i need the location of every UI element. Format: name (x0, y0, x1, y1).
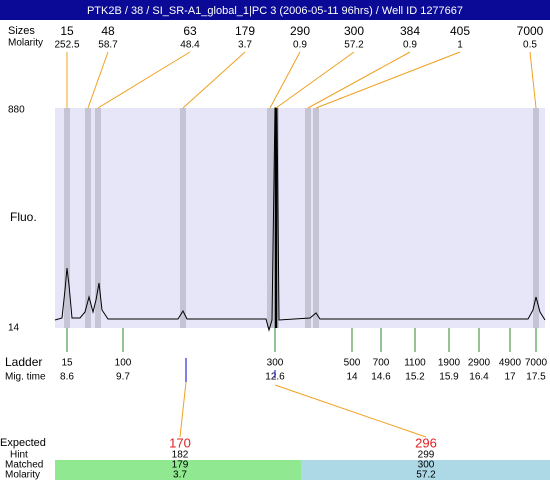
row-label: Mig. time (5, 372, 46, 383)
matched-value: 300 (418, 460, 435, 471)
row-label: Molarity (8, 38, 43, 49)
connector (315, 51, 461, 109)
peak-band (305, 108, 311, 328)
plot-area (55, 108, 545, 328)
peak-molarity: 0.9 (293, 40, 307, 51)
mig-time: 9.7 (116, 372, 130, 383)
peak-molarity: 252.5 (54, 40, 79, 51)
peak-molarity: 3.7 (238, 40, 252, 51)
y-axis-label: Fluo. (10, 210, 37, 224)
expected-value: 170 (169, 435, 191, 450)
peak-molarity: 57.2 (344, 40, 364, 51)
row-label: Expected (0, 437, 46, 449)
row-label: Matched (5, 460, 43, 471)
row-label: Ladder (5, 355, 42, 369)
y-bottom-label: 14 (8, 323, 20, 334)
peak-size: 405 (450, 24, 470, 38)
peak-size: 290 (290, 24, 310, 38)
ladder-size: 1100 (404, 358, 426, 369)
y-top-label: 880 (8, 105, 25, 116)
mig-time: 15.9 (439, 372, 459, 383)
peak-band (64, 108, 70, 328)
mig-time: 17.5 (526, 372, 546, 383)
peak-size: 179 (235, 24, 255, 38)
title: PTK2B / 38 / SI_SR-A1_global_1|PC 3 (200… (87, 5, 463, 17)
ladder-size: 100 (115, 358, 132, 369)
connector (87, 51, 109, 109)
connector (274, 384, 427, 438)
connector (307, 51, 411, 109)
ladder-size: 700 (373, 358, 390, 369)
row-label: Molarity (5, 470, 40, 480)
peak-size: 48 (101, 24, 115, 38)
ladder-size: 500 (344, 358, 361, 369)
mig-time: 15.2 (405, 372, 425, 383)
peak-band (533, 108, 539, 328)
peak-band (85, 108, 91, 328)
connector (179, 381, 187, 438)
expected-value: 296 (415, 435, 437, 450)
connector (97, 51, 191, 109)
connector (529, 51, 537, 109)
peak-size: 300 (344, 24, 364, 38)
peak-molarity: 58.7 (98, 40, 118, 51)
hint-value: 299 (418, 450, 435, 461)
mig-time: 14 (346, 372, 358, 383)
row-label: Hint (10, 450, 28, 461)
connector (182, 51, 246, 109)
ladder-size: 4900 (499, 358, 522, 369)
peak-band (267, 108, 273, 328)
hint-value: 182 (172, 450, 189, 461)
ladder-size: 7000 (525, 358, 548, 369)
peak-molarity: 1 (457, 40, 463, 51)
connector (269, 51, 301, 109)
mig-time: 8.6 (60, 372, 74, 383)
peak-molarity: 0.9 (403, 40, 417, 51)
peak-size: 384 (400, 24, 420, 38)
molarity-value: 3.7 (173, 470, 187, 480)
ladder-size: 15 (61, 358, 73, 369)
peak-band (313, 108, 319, 328)
matched-band (301, 460, 550, 480)
mig-time: 14.6 (371, 372, 391, 383)
mig-time: 16.4 (469, 372, 489, 383)
peak-band (180, 108, 186, 328)
ladder-size: 300 (267, 358, 284, 369)
peak-size: 7000 (517, 24, 544, 38)
molarity-value: 57.2 (416, 470, 436, 480)
connector (275, 51, 355, 109)
matched-band (55, 460, 301, 480)
peak-band (95, 108, 101, 328)
peak-molarity: 0.5 (523, 40, 537, 51)
ladder-size: 1900 (438, 358, 461, 369)
title-bar (0, 0, 550, 20)
mig-time: 17 (504, 372, 516, 383)
trace (54, 107, 546, 332)
peak-size: 63 (183, 24, 197, 38)
ladder-size: 2900 (468, 358, 491, 369)
matched-value: 179 (172, 460, 189, 471)
peak-molarity: 48.4 (180, 40, 200, 51)
peak-size: 15 (60, 24, 74, 38)
row-label: Sizes (8, 25, 35, 37)
